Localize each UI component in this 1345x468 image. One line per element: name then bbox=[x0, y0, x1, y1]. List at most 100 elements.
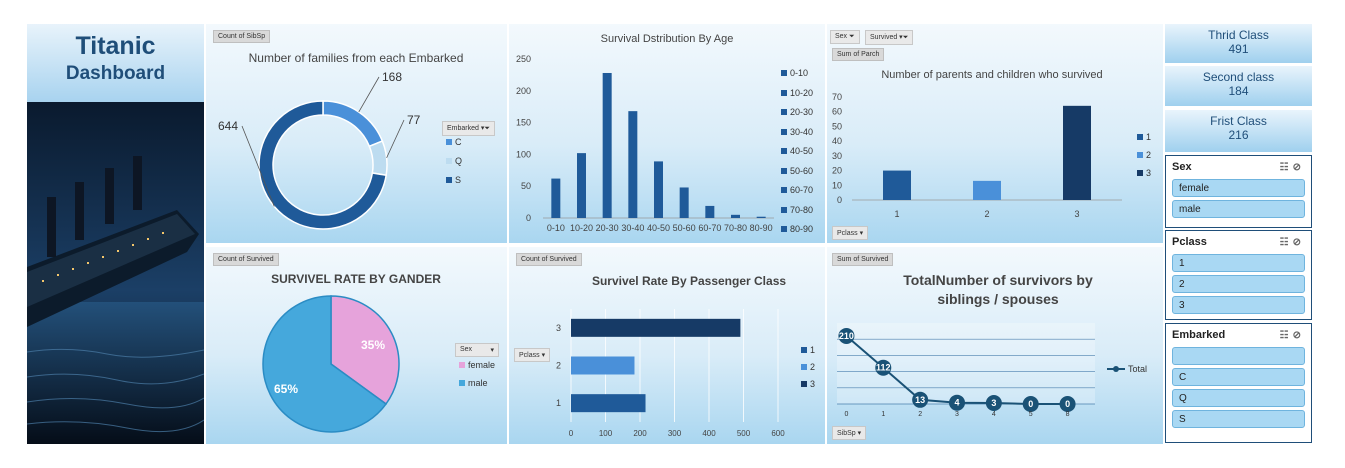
legend-swatch bbox=[1137, 152, 1143, 158]
age-y-tick-label: 0 bbox=[526, 213, 531, 223]
gender-slice-male bbox=[262, 295, 388, 433]
age-legend-item: 60-70 bbox=[781, 185, 813, 195]
sibsp-x-tick-label: 1 bbox=[881, 411, 885, 418]
sibsp-data-label: 4 bbox=[954, 398, 959, 408]
parch-x-tick-label: 3 bbox=[1074, 209, 1079, 219]
parch-chart-title: Number of parents and children who survi… bbox=[881, 69, 1103, 81]
clear-filter-icon[interactable]: ⊘ bbox=[1292, 161, 1305, 173]
embarked-slicer-item-c[interactable]: C bbox=[1172, 368, 1305, 386]
gender-filter-button[interactable]: Sex ▾ bbox=[455, 343, 499, 357]
parch-pivot-button[interactable]: Sum of Parch bbox=[832, 48, 885, 61]
donut-data-label: 77 bbox=[407, 113, 421, 127]
age-y-tick-label: 250 bbox=[516, 54, 531, 64]
pclass-slicer-item-3[interactable]: 3 bbox=[1172, 296, 1305, 314]
multi-select-icon[interactable]: ☷ bbox=[1279, 329, 1293, 341]
multi-select-icon[interactable]: ☷ bbox=[1279, 161, 1293, 173]
legend-label: 1 bbox=[810, 345, 816, 355]
legend-swatch bbox=[801, 364, 807, 370]
clear-filter-icon[interactable]: ⊘ bbox=[1292, 236, 1305, 248]
embarked-filter-button[interactable]: Embarked ▾⏷ bbox=[442, 121, 495, 136]
age-bar-60-70 bbox=[705, 205, 715, 218]
donut-leader-line bbox=[241, 125, 275, 207]
sibsp-x-tick-label: 8 bbox=[1066, 411, 1070, 418]
age-x-tick-label: 50-60 bbox=[673, 223, 696, 233]
pclass-slicer-item-2[interactable]: 2 bbox=[1172, 275, 1305, 293]
legend-label: 10-20 bbox=[790, 87, 814, 98]
kpi-first-class-label: Frist Class bbox=[1210, 114, 1267, 128]
legend-label: 3 bbox=[810, 379, 816, 389]
pclass-slicer: Pclass ☷⊘ 1 2 3 bbox=[1165, 230, 1312, 320]
sibsp-point-8 bbox=[1059, 396, 1076, 412]
age-bar-50-60 bbox=[679, 187, 689, 218]
parch-pclass-filter-button[interactable]: Pclass ▾ bbox=[832, 226, 869, 240]
embarked-slicer-item-q[interactable]: Q bbox=[1172, 389, 1305, 407]
age-x-tick-label: 0-10 bbox=[547, 223, 565, 233]
embarked-slicer-item-blank[interactable] bbox=[1172, 347, 1305, 365]
parch-y-tick-label: 20 bbox=[832, 166, 842, 176]
sibsp-data-label: 13 bbox=[915, 395, 925, 405]
gender-pivot-button[interactable]: Count of Survived bbox=[213, 253, 279, 266]
sibsp-axis-filter-button[interactable]: SibSp ▾ bbox=[832, 426, 867, 440]
kpi-second-class-label: Second class bbox=[1202, 70, 1275, 84]
pclass-x-tick-label: 400 bbox=[702, 429, 716, 438]
sibsp-axis-filter-label: SibSp bbox=[837, 430, 856, 437]
kpi-second-class: Second class 184 bbox=[1165, 66, 1312, 106]
age-legend-item: 40-50 bbox=[781, 146, 813, 156]
pclass-x-tick-label: 0 bbox=[569, 429, 574, 438]
legend-swatch bbox=[781, 206, 787, 213]
pclass-x-tick-label: 500 bbox=[737, 429, 751, 438]
age-chart-title: Survival Dstribution By Age bbox=[600, 33, 734, 45]
sibsp-pivot-button[interactable]: Sum of Survived bbox=[832, 253, 894, 266]
legend-swatch bbox=[446, 139, 452, 145]
parch-legend-item: 1 bbox=[1137, 132, 1151, 142]
survived-filter-button[interactable]: Survived ▾⏷ bbox=[865, 30, 914, 45]
kpi-third-class-label: Thrid Class bbox=[1208, 28, 1269, 42]
legend-swatch bbox=[801, 347, 807, 353]
legend-label: 70-80 bbox=[790, 204, 814, 215]
age-bar-80-90 bbox=[756, 216, 766, 218]
embarked-legend-item: Q bbox=[446, 156, 462, 166]
age-x-tick-label: 60-70 bbox=[698, 223, 721, 233]
pclass-x-tick-label: 600 bbox=[771, 429, 785, 438]
pclass-axis-filter-label: Pclass bbox=[519, 352, 540, 359]
sibsp-data-label: 112 bbox=[876, 363, 891, 373]
parch-y-tick-label: 50 bbox=[832, 121, 842, 131]
clear-filter-icon[interactable]: ⊘ bbox=[1292, 329, 1305, 341]
sibsp-data-label: 0 bbox=[1028, 399, 1033, 409]
sex-filter-button[interactable]: Sex ⏷ bbox=[830, 30, 860, 44]
legend-swatch bbox=[1137, 134, 1143, 140]
pclass-pivot-button[interactable]: Count of Survived bbox=[516, 253, 582, 266]
multi-select-icon[interactable]: ☷ bbox=[1279, 236, 1293, 248]
legend-swatch bbox=[781, 89, 787, 96]
sibsp-chart-title-line1: TotalNumber of survivors by bbox=[903, 272, 1093, 288]
donut-leader-line bbox=[358, 76, 380, 113]
legend-label: S bbox=[455, 175, 462, 185]
sibsp-data-label: 3 bbox=[991, 398, 996, 408]
pclass-legend-item: 2 bbox=[801, 362, 815, 372]
embarked-legend-item: S bbox=[446, 175, 461, 185]
donut-slice-c bbox=[322, 100, 384, 148]
age-bar-chart: 0 50 100 150 200 250 0-10 10-20 20-30 30-40 40-50 5… bbox=[516, 54, 774, 233]
sex-filter-label: Sex bbox=[835, 33, 848, 40]
pclass-bar-1 bbox=[571, 394, 646, 413]
age-x-tick-label: 10-20 bbox=[570, 223, 593, 233]
embarked-pivot-button[interactable]: Count of SibSp bbox=[213, 30, 271, 43]
parch-bar-2 bbox=[973, 180, 1001, 200]
pclass-axis-filter-button[interactable]: Pclass ▾ bbox=[514, 348, 551, 362]
embarked-slicer-item-s[interactable]: S bbox=[1172, 410, 1305, 428]
parch-y-tick-label: 30 bbox=[832, 151, 842, 161]
parch-pclass-filter-label: Pclass bbox=[837, 230, 858, 237]
legend-label: 3 bbox=[1146, 168, 1152, 178]
sibsp-chart-title-line2: siblings / spouses bbox=[937, 291, 1059, 307]
pclass-bar-2 bbox=[571, 356, 635, 375]
sex-slicer-item-female[interactable]: female bbox=[1172, 179, 1305, 197]
pclass-slicer-item-1[interactable]: 1 bbox=[1172, 254, 1305, 272]
legend-swatch bbox=[781, 148, 787, 154]
legend-label: male bbox=[468, 378, 488, 388]
kpi-second-class-value: 184 bbox=[1228, 84, 1249, 98]
age-y-tick-label: 150 bbox=[516, 118, 531, 128]
sex-slicer-item-male[interactable]: male bbox=[1172, 200, 1305, 218]
age-y-tick-label: 100 bbox=[516, 149, 531, 159]
pclass-panel: Count of Survived Survivel Rate By Passe… bbox=[509, 247, 825, 444]
kpi-first-class-value: 216 bbox=[1228, 128, 1249, 142]
